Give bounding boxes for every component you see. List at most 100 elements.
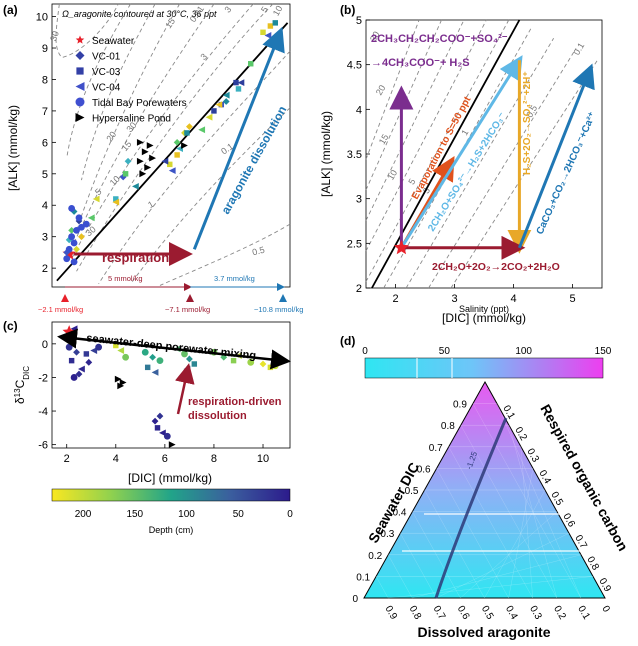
data-point [141, 148, 149, 156]
contour-label: 1 [459, 128, 470, 137]
panel-a: (a) Ω_aragonite contoured at 30°C, 36 pp… [3, 3, 303, 314]
bottom-tick-label: 0.4 [503, 604, 520, 622]
data-point [151, 369, 159, 376]
left-tick-label: 0.8 [441, 421, 455, 432]
data-point [73, 245, 80, 253]
salinity-colorbar-ticks: 0 50 100 150 [362, 346, 612, 357]
data-point [198, 126, 206, 134]
contour-label: 5 [259, 5, 270, 15]
data-point [119, 173, 127, 181]
mid-value-arrow-icon [186, 294, 194, 302]
contour-line [76, 3, 180, 231]
data-point [235, 86, 242, 92]
contour-label: 20 [104, 130, 118, 144]
contour-label: 30 [48, 30, 61, 43]
data-point [122, 171, 129, 177]
data-point [82, 220, 90, 228]
grid-line [460, 511, 558, 599]
data-point [65, 343, 73, 351]
legend-entry: VC-01 [92, 52, 121, 63]
panel-c-x-axis-label: [DIC] (mmol/kg) [128, 471, 212, 485]
y-tick-label: -2 [38, 372, 48, 384]
contour-line [76, 3, 274, 272]
panel-d: (d) Salinity (ppt) 0 50 100 150 -1.25 00.10… [340, 304, 631, 640]
left-tick-label: 0.2 [368, 551, 382, 562]
left-tick-label: 0.4 [392, 508, 406, 519]
y-tick-label: -6 [38, 440, 48, 452]
data-point [92, 195, 100, 203]
contour-label: 30 [124, 120, 138, 134]
data-point [78, 223, 85, 231]
y-tick-label: 3 [42, 232, 48, 244]
data-point [70, 208, 78, 215]
purple-reaction-line2: →4CH₃COO⁻+ H₂S [371, 57, 470, 69]
depth-tick-label: 100 [178, 509, 195, 520]
panel-b-label: (b) [340, 3, 355, 17]
panel-a-y-ticks: 2 3 4 5 6 7 8 9 10 [36, 12, 56, 275]
panel-b-x-axis-label: [DIC] (mmol/kg) [442, 311, 526, 325]
salinity-tick-label: 0 [362, 346, 368, 357]
data-point [119, 379, 127, 386]
data-point [271, 362, 279, 370]
seawater-marker [393, 239, 409, 255]
data-point [70, 239, 78, 247]
grid-line [484, 489, 546, 599]
data-point [65, 236, 73, 244]
data-point [191, 361, 198, 367]
depth-tick-label: 50 [233, 509, 245, 520]
depth-tick-label: 150 [126, 509, 143, 520]
left-value-arrow-icon [61, 294, 69, 302]
x-tick-label: 8 [211, 453, 217, 465]
data-point [68, 227, 76, 234]
panel-b-ticks: 2 3 4 5 2 2.5 3 3.5 4 4.5 5 [347, 15, 576, 305]
data-point [159, 429, 166, 437]
respiration-dissolution-arrow [175, 363, 195, 415]
y-tick-label: 4 [356, 104, 362, 116]
reaction-arrow [518, 63, 595, 249]
panel-a-y-axis-label: [ALK] (mmol/kg) [6, 105, 20, 191]
right-value-arrow-icon [279, 294, 287, 302]
data-point [156, 412, 164, 420]
depth-colorbar-label: Depth (cm) [149, 525, 194, 535]
y-tick-label: 5 [42, 169, 48, 181]
contour-line [428, 48, 577, 289]
grid-line [436, 468, 509, 599]
data-point [272, 20, 278, 26]
panel-b-y-axis-label: [ALK] (mmol/kg) [319, 111, 333, 197]
legend-marker [75, 113, 85, 122]
y-tick-label: 2.5 [347, 238, 362, 250]
data-point [85, 358, 93, 366]
legend-entry: Tidal Bay Porewaters [92, 98, 187, 109]
data-point [87, 214, 95, 222]
x-tick-label: 2 [392, 293, 398, 305]
data-point [73, 348, 80, 356]
legend-entry: Seawater [92, 36, 135, 47]
mixing-label: seawater-deep porewater mixing [86, 332, 257, 362]
bottom-tick-label: 0.8 [407, 604, 424, 622]
contour-line [159, 223, 291, 286]
panel-a-legend: Seawater VC-01 VC-03 VC-04 Tidal Bay Porewat… [75, 35, 187, 125]
data-point [167, 161, 173, 168]
bottom-tick-label: 0 [599, 604, 612, 615]
x-tick-label: 5 [569, 293, 575, 305]
legend-marker [75, 51, 85, 60]
data-point [132, 182, 139, 190]
grid-line [508, 468, 534, 599]
data-point [222, 98, 230, 105]
legend-marker [75, 82, 85, 91]
data-point [163, 432, 171, 440]
x-tick-label: 6 [162, 453, 168, 465]
data-point [237, 79, 245, 87]
mid-value-label: ~7.1 mmol/kg [165, 305, 210, 314]
saturation-line [371, 19, 521, 289]
ternary-grid [375, 403, 594, 599]
salinity-tick-label: 50 [439, 346, 451, 357]
grid-line [448, 446, 533, 599]
grid-line [460, 425, 558, 599]
grid-line [436, 532, 570, 599]
y-tick-label: 10 [36, 12, 48, 24]
data-point [259, 360, 267, 368]
data-point [222, 91, 230, 99]
data-point [70, 258, 78, 266]
purple-reaction-line1: 2CH₃CH₂CH₂COO⁻+SO₄²⁻ [371, 33, 508, 45]
